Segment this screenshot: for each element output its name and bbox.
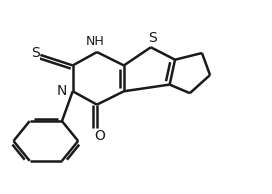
Text: O: O	[94, 129, 105, 143]
Text: S: S	[148, 31, 156, 45]
Text: S: S	[31, 46, 39, 60]
Text: NH: NH	[86, 35, 105, 48]
Text: N: N	[57, 84, 67, 98]
